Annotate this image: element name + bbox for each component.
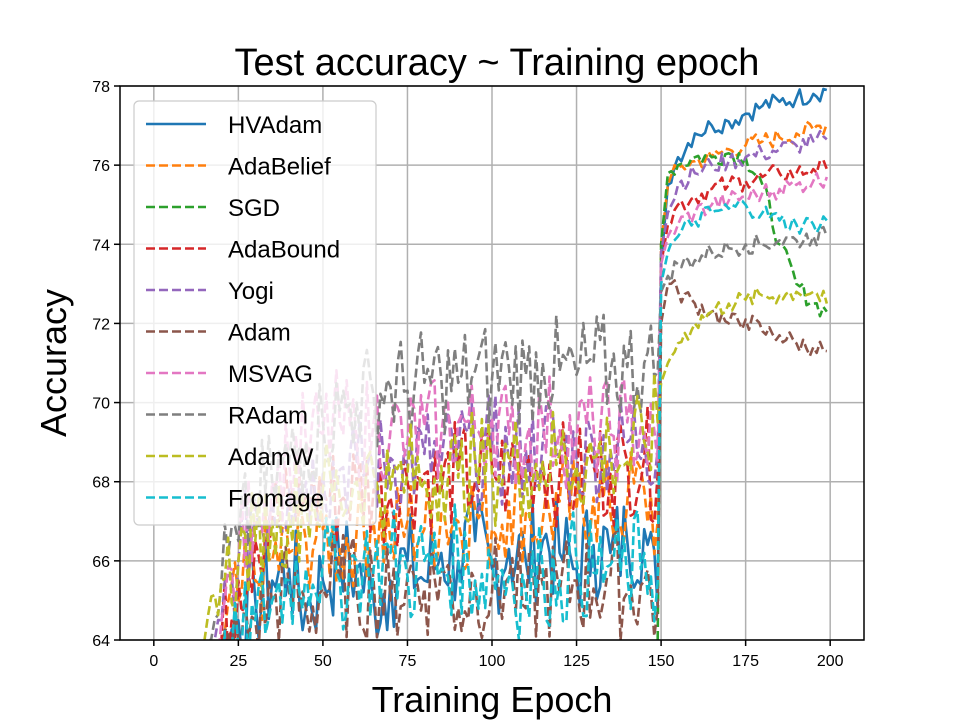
x-tick-label: 50 <box>314 653 332 670</box>
x-axis-label: Training Epoch <box>372 679 613 720</box>
y-tick-label: 66 <box>92 554 110 571</box>
legend-label: HVAdam <box>228 112 322 139</box>
y-tick-label: 76 <box>92 158 110 175</box>
x-tick-label: 0 <box>149 653 158 670</box>
series-line-sgd <box>656 152 828 640</box>
x-tick-label: 125 <box>563 653 590 670</box>
legend-label: AdaBelief <box>228 154 331 181</box>
chart-title: Test accuracy ~ Training epoch <box>235 42 760 84</box>
x-tick-label: 75 <box>399 653 417 670</box>
x-axis-ticks: 0 25 50 75 100 125 150 175 200 <box>149 640 844 670</box>
legend-label: SGD <box>228 195 280 222</box>
x-tick-label: 175 <box>732 653 759 670</box>
legend-label: Yogi <box>228 278 274 305</box>
y-axis-ticks: 64 66 68 70 72 74 76 78 <box>92 79 120 650</box>
y-tick-label: 70 <box>92 396 110 413</box>
x-tick-label: 200 <box>817 653 844 670</box>
series-line-fromage <box>222 199 828 640</box>
y-tick-label: 74 <box>92 237 110 254</box>
legend-label: MSVAG <box>228 361 313 388</box>
x-tick-label: 25 <box>229 653 247 670</box>
legend-label: Adam <box>228 320 291 347</box>
legend: HVAdam AdaBelief SGD AdaBound Yogi Adam MSVAG R… <box>133 100 377 526</box>
y-tick-label: 78 <box>92 79 110 96</box>
legend-label: AdaBound <box>228 237 340 264</box>
y-tick-label: 68 <box>92 475 110 492</box>
y-tick-label: 64 <box>92 633 110 650</box>
y-axis-label: Accuracy <box>33 289 74 437</box>
y-tick-label: 72 <box>92 316 110 333</box>
x-tick-label: 100 <box>479 653 506 670</box>
legend-label: RAdam <box>228 403 308 430</box>
x-tick-label: 150 <box>648 653 675 670</box>
legend-label: AdamW <box>228 444 314 471</box>
legend-box <box>133 100 377 526</box>
legend-label: Fromage <box>228 486 324 513</box>
